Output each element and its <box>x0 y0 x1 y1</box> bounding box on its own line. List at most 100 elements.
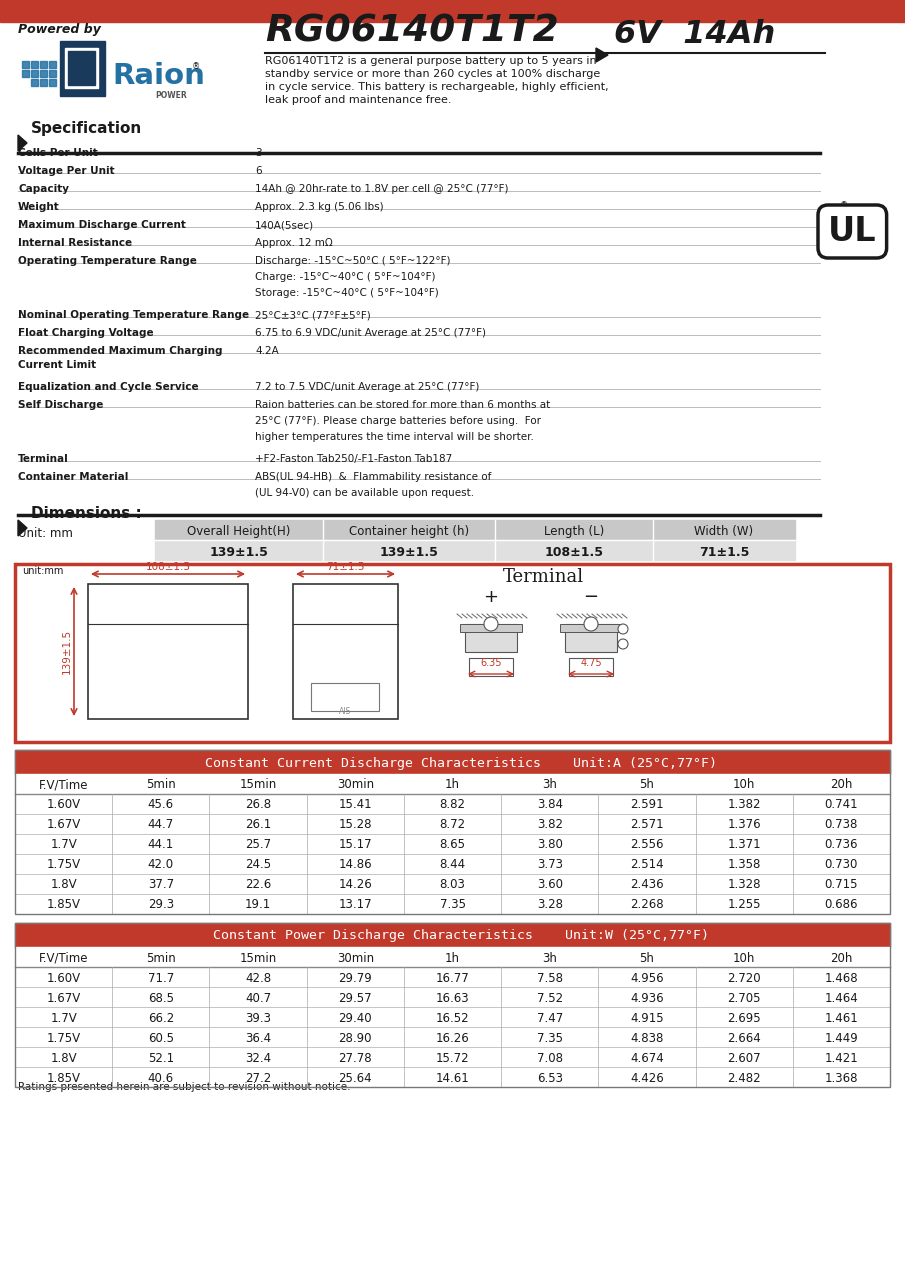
Text: 52.1: 52.1 <box>148 1051 174 1065</box>
Text: 108±1.5: 108±1.5 <box>146 562 190 572</box>
Text: RG06140T1T2: RG06140T1T2 <box>265 14 558 50</box>
Text: 1.461: 1.461 <box>824 1011 858 1024</box>
Bar <box>88 584 248 719</box>
Bar <box>15 893 890 914</box>
Text: 1.371: 1.371 <box>728 838 761 851</box>
Bar <box>560 623 622 632</box>
Text: 2.664: 2.664 <box>728 1032 761 1044</box>
Text: 8.44: 8.44 <box>440 859 465 872</box>
Text: Ratings presented herein are subject to revision without notice.: Ratings presented herein are subject to … <box>18 1082 350 1092</box>
Text: 10h: 10h <box>733 951 756 965</box>
Text: Container height (h): Container height (h) <box>349 526 469 539</box>
Text: 1.464: 1.464 <box>824 992 858 1005</box>
Text: 42.0: 42.0 <box>148 859 174 872</box>
Text: 139±1.5: 139±1.5 <box>210 545 269 558</box>
Text: Constant Current Discharge Characteristics    Unit:A (25°C,77°F): Constant Current Discharge Characteristi… <box>188 756 717 769</box>
Text: leak proof and maintenance free.: leak proof and maintenance free. <box>265 95 452 105</box>
Text: 3.28: 3.28 <box>537 899 563 911</box>
Text: Weight: Weight <box>18 202 60 212</box>
Text: F.V/Time: F.V/Time <box>39 951 89 965</box>
Text: 44.7: 44.7 <box>148 818 174 832</box>
Text: 1.67V: 1.67V <box>46 992 81 1005</box>
Bar <box>15 750 890 914</box>
Text: 1.421: 1.421 <box>824 1051 858 1065</box>
Text: 42.8: 42.8 <box>245 972 272 984</box>
Text: 3.82: 3.82 <box>537 818 563 832</box>
Text: Discharge: -15°C~50°C ( 5°F~122°F): Discharge: -15°C~50°C ( 5°F~122°F) <box>255 256 451 266</box>
Text: Equalization and Cycle Service: Equalization and Cycle Service <box>18 381 198 392</box>
Bar <box>15 947 890 966</box>
Text: RG06140T1T2 is a general purpose battery up to 5 years in: RG06140T1T2 is a general purpose battery… <box>265 56 596 67</box>
Bar <box>155 520 795 540</box>
Text: 0.686: 0.686 <box>824 899 858 911</box>
Text: 2.482: 2.482 <box>728 1071 761 1084</box>
Text: 60.5: 60.5 <box>148 1032 174 1044</box>
Text: 6.53: 6.53 <box>537 1071 563 1084</box>
Text: POWER: POWER <box>155 91 186 100</box>
Bar <box>49 61 56 68</box>
Bar <box>60 41 105 96</box>
Text: Raion batteries can be stored for more than 6 months at: Raion batteries can be stored for more t… <box>255 399 550 410</box>
Text: 3.73: 3.73 <box>537 859 563 872</box>
Text: Width (W): Width (W) <box>694 526 754 539</box>
Text: 2.436: 2.436 <box>630 878 663 891</box>
Text: 139±1.5: 139±1.5 <box>379 545 438 558</box>
Bar <box>40 79 47 86</box>
Text: 68.5: 68.5 <box>148 992 174 1005</box>
Text: 1.85V: 1.85V <box>47 1071 81 1084</box>
Text: F.V/Time: F.V/Time <box>39 778 89 791</box>
Text: 1.85V: 1.85V <box>47 899 81 911</box>
Text: standby service or more than 260 cycles at 100% discharge: standby service or more than 260 cycles … <box>265 69 600 79</box>
Text: 25°C±3°C (77°F±5°F): 25°C±3°C (77°F±5°F) <box>255 310 371 320</box>
Text: −: − <box>584 588 598 605</box>
Text: 30min: 30min <box>337 951 374 965</box>
Bar <box>469 658 513 676</box>
Text: 1h: 1h <box>445 778 460 791</box>
Bar <box>68 51 95 84</box>
Text: 6.75 to 6.9 VDC/unit Average at 25°C (77°F): 6.75 to 6.9 VDC/unit Average at 25°C (77… <box>255 328 486 338</box>
Text: 4.674: 4.674 <box>630 1051 664 1065</box>
Text: 16.63: 16.63 <box>435 992 470 1005</box>
Text: 5h: 5h <box>640 778 654 791</box>
Text: 3h: 3h <box>542 778 557 791</box>
Text: 8.72: 8.72 <box>440 818 465 832</box>
Text: 4.2A: 4.2A <box>255 346 279 356</box>
Bar <box>31 61 38 68</box>
Text: 1.255: 1.255 <box>728 899 761 911</box>
Text: 1.75V: 1.75V <box>46 1032 81 1044</box>
Text: 15.28: 15.28 <box>338 818 372 832</box>
Text: 16.26: 16.26 <box>435 1032 470 1044</box>
Text: 7.2 to 7.5 VDC/unit Average at 25°C (77°F): 7.2 to 7.5 VDC/unit Average at 25°C (77°… <box>255 381 480 392</box>
Bar <box>15 750 890 774</box>
Text: 108±1.5: 108±1.5 <box>545 545 604 558</box>
Text: 1.368: 1.368 <box>824 1071 858 1084</box>
Bar <box>15 966 890 987</box>
Text: 3: 3 <box>255 148 262 157</box>
Text: AIS: AIS <box>338 707 351 716</box>
Text: 7.52: 7.52 <box>537 992 563 1005</box>
Text: 29.40: 29.40 <box>338 1011 372 1024</box>
Text: 7.35: 7.35 <box>537 1032 563 1044</box>
Text: 15.41: 15.41 <box>338 799 372 812</box>
Bar <box>15 874 890 893</box>
Text: 2.591: 2.591 <box>630 799 663 812</box>
Text: 1.449: 1.449 <box>824 1032 858 1044</box>
Bar <box>565 623 617 652</box>
Text: 32.4: 32.4 <box>245 1051 272 1065</box>
Text: 25°C (77°F). Please charge batteries before using.  For: 25°C (77°F). Please charge batteries bef… <box>255 416 541 426</box>
Bar <box>49 79 56 86</box>
Circle shape <box>618 623 628 634</box>
Text: 7.47: 7.47 <box>537 1011 563 1024</box>
Text: 7.58: 7.58 <box>537 972 563 984</box>
Bar <box>65 47 98 88</box>
Text: 6: 6 <box>255 166 262 175</box>
Text: 4.426: 4.426 <box>630 1071 664 1084</box>
Text: 1.60V: 1.60V <box>46 972 81 984</box>
Text: 1.75V: 1.75V <box>46 859 81 872</box>
Text: 24.5: 24.5 <box>245 859 272 872</box>
Bar <box>15 923 890 947</box>
Text: ®: ® <box>840 201 848 210</box>
Text: 3.80: 3.80 <box>537 838 563 851</box>
Text: 44.1: 44.1 <box>148 838 174 851</box>
Text: 1.67V: 1.67V <box>46 818 81 832</box>
